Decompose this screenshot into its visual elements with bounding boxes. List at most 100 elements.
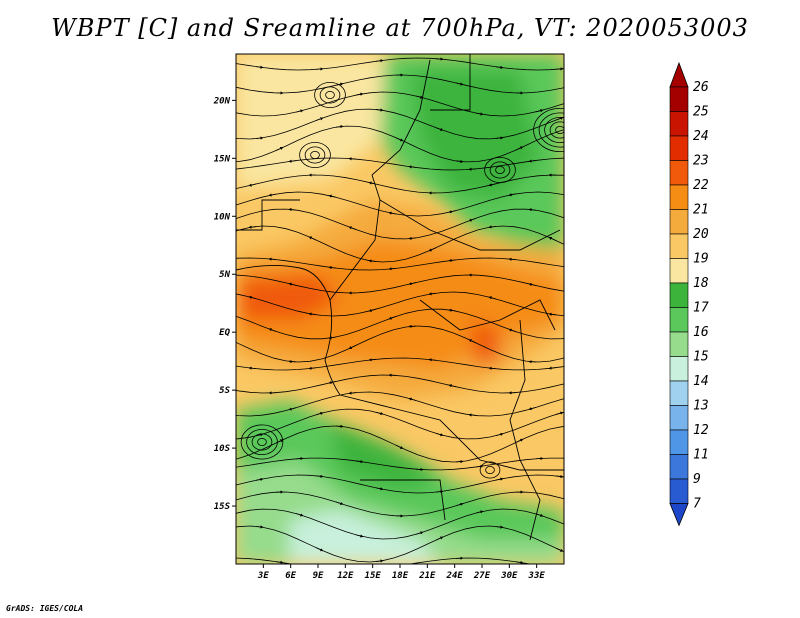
streamline-arrow — [515, 560, 524, 564]
streamline-arrow — [348, 226, 357, 230]
colorbar-label: 22 — [693, 178, 709, 193]
streamline-arrow — [355, 459, 364, 464]
streamline-arrow — [455, 502, 464, 507]
lon-tick-label: 33E — [528, 571, 546, 581]
vortex-ring — [325, 91, 335, 100]
streamline-arrow — [375, 487, 384, 491]
colorbar-swatch — [669, 307, 689, 333]
streamline-arrow — [488, 366, 497, 370]
streamline-arrow — [368, 308, 377, 312]
colorbar-swatch — [669, 429, 689, 455]
streamline-arrow — [528, 282, 537, 287]
colorbar-swatch — [669, 258, 689, 284]
streamline-arrow — [455, 82, 464, 86]
streamline — [236, 225, 564, 263]
streamline-arrow — [475, 112, 484, 116]
colorbar-label: 16 — [693, 325, 709, 340]
colorbar-swatch — [669, 331, 689, 357]
streamline-arrow — [435, 433, 444, 437]
streamline-arrow — [395, 137, 404, 142]
colorbar-swatch — [669, 233, 689, 259]
colorbar-label: 26 — [693, 80, 709, 95]
vortex-ring — [257, 437, 267, 446]
streamline-arrow — [408, 282, 417, 286]
wbpt-shading — [236, 54, 564, 564]
streamline-arrow — [548, 237, 557, 241]
streamline-arrow — [368, 181, 377, 185]
colorbar-max-arrow — [669, 61, 689, 88]
vortex-ring — [304, 146, 326, 164]
streamline-arrow — [555, 411, 564, 415]
lon-tick-label: 24E — [446, 571, 464, 581]
streamline-arrow — [268, 257, 277, 261]
streamline-arrow — [315, 411, 324, 416]
lon-tick-label: 6E — [285, 571, 296, 581]
vortex-ring — [549, 121, 564, 139]
lon-tick-label: 30E — [500, 571, 518, 581]
streamline-arrow — [375, 559, 384, 563]
streamline-arrow — [335, 501, 344, 505]
streamline — [236, 208, 564, 240]
vortex-ring — [544, 117, 564, 143]
streamline-arrow — [535, 513, 544, 517]
streamline-arrow — [328, 194, 337, 198]
streamline-arrow — [375, 59, 384, 63]
streamline-arrow — [448, 210, 457, 214]
streamline-arrow — [355, 92, 364, 96]
streamline-arrow — [395, 444, 404, 449]
streamline — [236, 357, 564, 371]
streamline-arrow — [428, 292, 437, 296]
streamline-arrow — [548, 366, 557, 370]
streamline — [236, 557, 533, 564]
streamline-arrow — [495, 525, 504, 529]
streamline — [236, 257, 564, 271]
streamline-arrow — [328, 380, 337, 384]
streamline-arrow — [555, 547, 564, 552]
streamline-arrow — [388, 316, 397, 320]
lon-tick-label: 18E — [392, 571, 409, 581]
lat-tick-label: EQ — [219, 328, 230, 338]
streamline-arrow — [408, 165, 417, 169]
streamline — [236, 508, 564, 540]
streamline-arrow — [515, 438, 524, 443]
vortex-ring — [555, 126, 564, 134]
streamline-arrow — [488, 296, 497, 300]
streamline-arrow — [435, 489, 444, 494]
streamline-arrow — [248, 295, 257, 300]
streamline-arrow — [308, 366, 317, 370]
colorbar-swatch — [669, 135, 689, 161]
vortex-ring — [246, 428, 278, 455]
colorbar-label: 13 — [693, 399, 709, 414]
vortex-ring — [485, 465, 495, 474]
streamline — [236, 474, 564, 494]
streamline-arrow — [555, 67, 564, 71]
colorbar-swatch — [669, 209, 689, 235]
streamline-arrow — [375, 411, 384, 415]
colorbar-swatch — [669, 86, 689, 112]
streamline-arrow — [268, 193, 277, 197]
streamline — [236, 91, 564, 117]
colorbar-label: 25 — [693, 105, 709, 120]
colorbar-label: 20 — [693, 227, 709, 242]
streamline-arrow — [255, 477, 264, 481]
lon-tick-label: 27E — [473, 571, 491, 581]
streamline-arrow — [335, 125, 344, 129]
streamline-arrow — [495, 136, 504, 140]
colorbar-swatch — [669, 380, 689, 406]
streamline-arrow — [288, 207, 297, 212]
streamline-arrow — [548, 312, 557, 316]
streamline — [236, 174, 564, 194]
streamline-arrow — [528, 159, 537, 163]
streamlines — [236, 57, 564, 564]
streamline-arrow — [435, 127, 444, 131]
streamline-arrow — [248, 225, 257, 229]
streamline-arrow — [348, 391, 357, 395]
lat-tick-label: 5N — [219, 270, 230, 280]
streamline-arrow — [295, 513, 304, 517]
streamline — [236, 525, 564, 563]
streamline — [236, 291, 564, 317]
streamline-arrow — [308, 236, 317, 241]
map-title: WBPT [C] and Sreamline at 700hPa, VT: 20… — [51, 14, 749, 42]
streamline-arrow — [375, 108, 384, 112]
vortex-ring — [251, 433, 273, 451]
